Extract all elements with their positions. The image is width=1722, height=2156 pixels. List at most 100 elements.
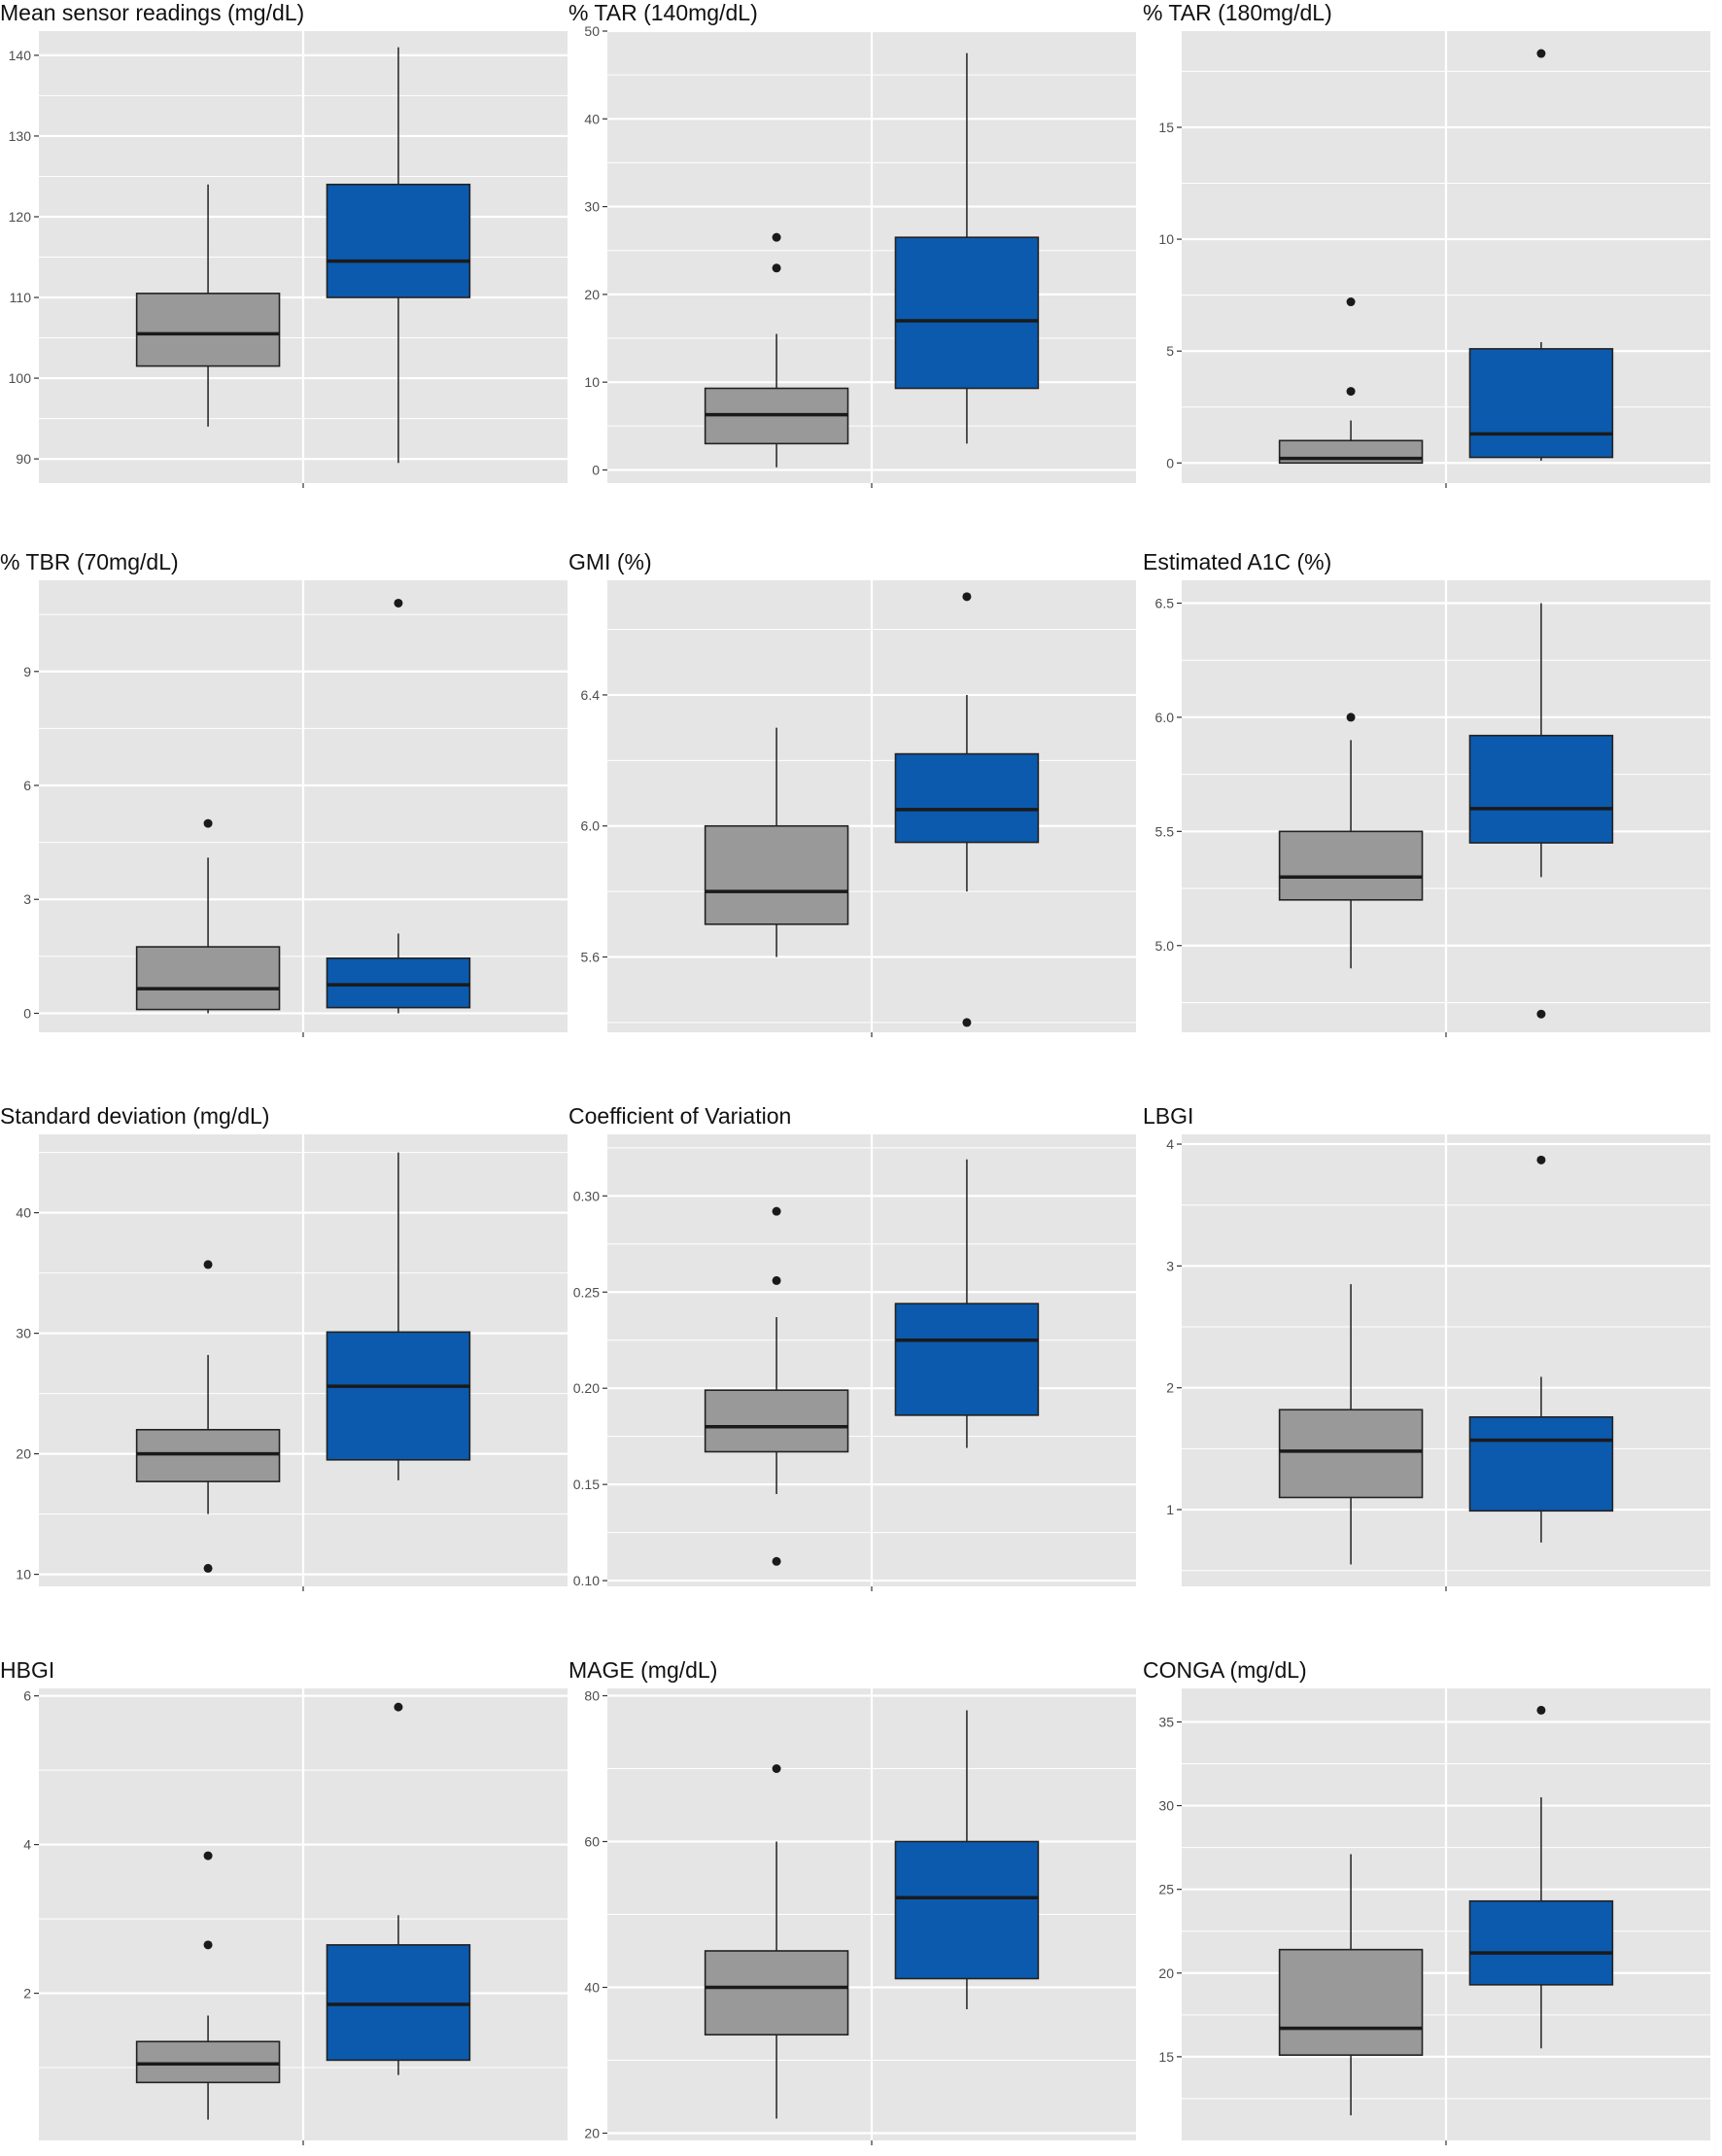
y-tick-label: 25 xyxy=(1158,1882,1174,1897)
iqr-box xyxy=(135,946,281,1011)
boxplot-chart: 2 4 6 xyxy=(23,1688,568,2145)
panel-title: Coefficient of Variation xyxy=(568,1103,792,1129)
panel-title: CONGA (mg/dL) xyxy=(1143,1657,1307,1683)
y-tick-label: 3 xyxy=(1166,1258,1174,1273)
outlier-point xyxy=(394,1702,403,1712)
boxplot-panel: % TAR (180mg/dL) 0 5 10 15 xyxy=(1143,0,1716,499)
outlier-point xyxy=(772,263,781,273)
y-tick-label: 5 xyxy=(1166,343,1174,359)
iqr-box xyxy=(1468,734,1614,844)
iqr-box xyxy=(326,1331,471,1461)
iqr-box xyxy=(894,1840,1040,1980)
panel-title: % TAR (140mg/dL) xyxy=(568,0,758,25)
outlier-point xyxy=(203,1260,213,1269)
y-tick-label: 40 xyxy=(16,1205,31,1221)
y-tick-label: 20 xyxy=(584,287,600,302)
y-tick-label: 10 xyxy=(16,1567,31,1582)
y-tick-label: 80 xyxy=(584,1688,600,1704)
outlier-point xyxy=(962,1018,972,1027)
y-tick-label: 10 xyxy=(584,374,600,390)
panel-title: LBGI xyxy=(1143,1103,1194,1129)
outlier-point xyxy=(772,232,781,242)
boxplot-panel: Standard deviation (mg/dL) 10 20 30 40 xyxy=(0,1103,573,1602)
box-group-1 xyxy=(1278,1284,1424,1565)
outlier-point xyxy=(772,1556,781,1566)
boxplot-panel: Mean sensor readings (mg/dL) 90 100 110 120 1… xyxy=(0,0,573,499)
boxplot-chart: 0 10 20 30 40 50 xyxy=(584,23,1136,488)
box-group-2 xyxy=(326,1702,471,2075)
y-tick-label: 20 xyxy=(16,1446,31,1462)
panel-title: % TAR (180mg/dL) xyxy=(1143,0,1332,25)
iqr-box xyxy=(326,957,471,1009)
y-tick-label: 100 xyxy=(9,370,32,386)
iqr-box xyxy=(1278,830,1424,901)
boxplot-chart: 1 2 3 4 xyxy=(1166,1134,1710,1591)
iqr-box xyxy=(704,1950,849,2036)
y-tick-label: 90 xyxy=(16,451,31,467)
panel-title: Estimated A1C (%) xyxy=(1143,549,1332,574)
outlier-point xyxy=(1536,1705,1546,1715)
iqr-box xyxy=(1468,1899,1614,1986)
y-tick-label: 4 xyxy=(1166,1136,1174,1152)
outlier-point xyxy=(203,1563,213,1573)
boxplot-chart: 0 5 10 15 xyxy=(1158,31,1710,488)
box-group-1 xyxy=(135,1851,281,2120)
iqr-box xyxy=(135,1428,281,1482)
y-tick-label: 120 xyxy=(9,209,32,225)
outlier-point xyxy=(1346,387,1356,397)
box-group-2 xyxy=(1468,1705,1614,2049)
panel-title: GMI (%) xyxy=(568,549,652,574)
outlier-point xyxy=(394,598,403,608)
iqr-box xyxy=(1468,348,1614,459)
y-tick-label: 0.10 xyxy=(573,1573,600,1588)
boxplot-panel: CONGA (mg/dL) 15 20 25 30 35 xyxy=(1143,1657,1716,2156)
y-tick-label: 3 xyxy=(23,891,31,907)
box-group-1 xyxy=(704,1206,849,1566)
y-tick-label: 0.25 xyxy=(573,1284,600,1300)
y-tick-label: 60 xyxy=(584,1834,600,1850)
y-tick-label: 30 xyxy=(1158,1798,1174,1814)
y-tick-label: 4 xyxy=(23,1837,31,1853)
y-tick-label: 6 xyxy=(23,778,31,793)
y-tick-label: 40 xyxy=(584,1980,600,1996)
y-tick-label: 30 xyxy=(584,199,600,215)
box-group-1 xyxy=(135,1260,281,1573)
box-group-1 xyxy=(704,1764,849,2119)
boxplot-panel: % TBR (70mg/dL) 0 3 6 9 xyxy=(0,549,573,1048)
boxplot-panel: % TAR (140mg/dL) 0 10 20 30 40 50 xyxy=(568,0,1142,499)
y-tick-label: 20 xyxy=(584,2126,600,2141)
y-tick-label: 0.15 xyxy=(573,1477,600,1492)
box-group-1 xyxy=(1278,1854,1424,2116)
y-tick-label: 5.0 xyxy=(1155,938,1175,954)
iqr-box xyxy=(894,1303,1040,1416)
box-group-2 xyxy=(1468,1155,1614,1543)
iqr-box xyxy=(704,824,849,925)
box-group-1 xyxy=(135,184,281,427)
y-tick-label: 6.5 xyxy=(1155,595,1175,610)
y-tick-label: 6.0 xyxy=(581,818,601,834)
boxplot-panel: GMI (%) 5.6 6.0 6.4 xyxy=(568,549,1142,1048)
box-group-2 xyxy=(894,592,1040,1027)
y-tick-label: 0.30 xyxy=(573,1188,600,1203)
box-group-2 xyxy=(894,1159,1040,1448)
box-group-2 xyxy=(894,1710,1040,2009)
box-group-2 xyxy=(894,52,1040,444)
y-tick-label: 1 xyxy=(1166,1502,1174,1517)
outlier-point xyxy=(1346,297,1356,307)
outlier-point xyxy=(203,1940,213,1950)
y-tick-label: 5.6 xyxy=(581,950,601,965)
boxplot-chart: 10 20 30 40 xyxy=(16,1134,568,1591)
y-tick-label: 10 xyxy=(1158,231,1174,247)
panel-title: Standard deviation (mg/dL) xyxy=(0,1103,270,1129)
box-group-1 xyxy=(1278,297,1424,465)
boxplot-chart: 90 100 110 120 130 140 xyxy=(9,31,568,488)
y-tick-label: 9 xyxy=(23,664,31,679)
y-tick-label: 30 xyxy=(16,1326,31,1341)
outlier-point xyxy=(1346,713,1356,722)
y-tick-label: 0 xyxy=(1166,455,1174,470)
outlier-point xyxy=(1536,1155,1546,1165)
iqr-box xyxy=(135,293,281,367)
boxplot-panel: MAGE (mg/dL) 20 40 60 80 xyxy=(568,1657,1142,2156)
boxplot-chart: 0 3 6 9 xyxy=(23,580,568,1037)
boxplot-chart: 5.6 6.0 6.4 xyxy=(581,580,1136,1037)
